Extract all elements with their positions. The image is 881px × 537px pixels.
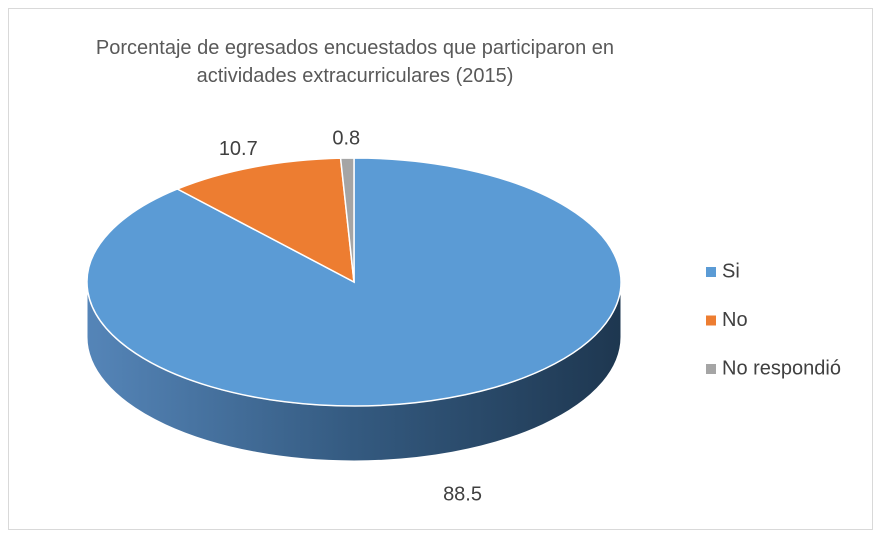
data-label: 10.7 bbox=[219, 138, 258, 160]
data-label: 88.5 bbox=[443, 484, 482, 506]
legend-marker bbox=[706, 364, 716, 374]
legend-marker bbox=[706, 267, 716, 277]
chart-title: Porcentaje de egresados encuestados que … bbox=[95, 37, 615, 87]
legend-label: No bbox=[722, 309, 748, 331]
legend-label: No respondió bbox=[722, 357, 841, 379]
legend-label: Si bbox=[722, 260, 740, 282]
chart-border bbox=[8, 8, 873, 530]
pie-slice bbox=[339, 157, 355, 283]
data-label: 0.8 bbox=[332, 128, 360, 150]
legend-marker bbox=[706, 315, 716, 326]
pie-slice bbox=[175, 157, 355, 284]
